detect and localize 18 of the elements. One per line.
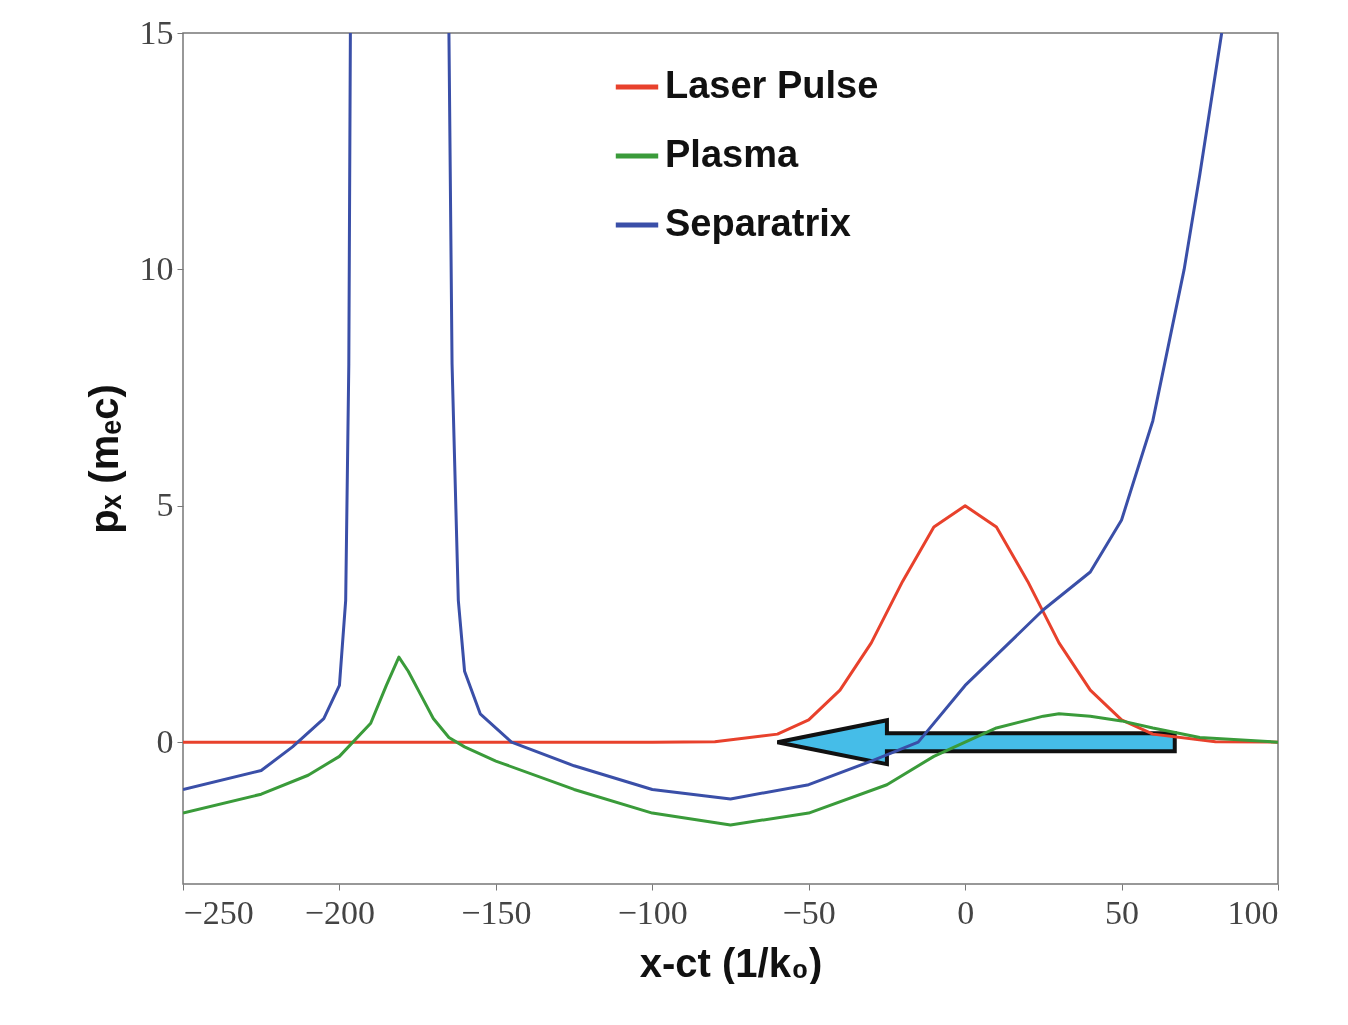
x-tick-label: −50 [782,893,836,931]
x-tick-label: −200 [304,893,376,931]
x-tick-label: 100 [1227,893,1279,931]
y-tick-label: 5 [156,486,174,524]
y-tick-label: 15 [139,13,174,51]
legend-label: Separatrix [665,202,851,244]
x-tick-label: −100 [617,893,688,931]
line-series [183,504,1278,744]
y-axis-title: pₓ (mₑc) [81,384,126,534]
legend-label: Plasma [665,133,799,175]
x-tick-label: 0 [957,893,975,931]
legend-label: Laser Pulse [665,64,879,106]
line-series [183,655,1278,827]
y-tick-label: 0 [156,722,174,760]
x-tick-label: 50 [1105,893,1140,931]
x-tick-label: −250 [183,893,254,931]
x-tick-label: −150 [461,893,532,931]
y-tick-label: 10 [139,249,174,287]
